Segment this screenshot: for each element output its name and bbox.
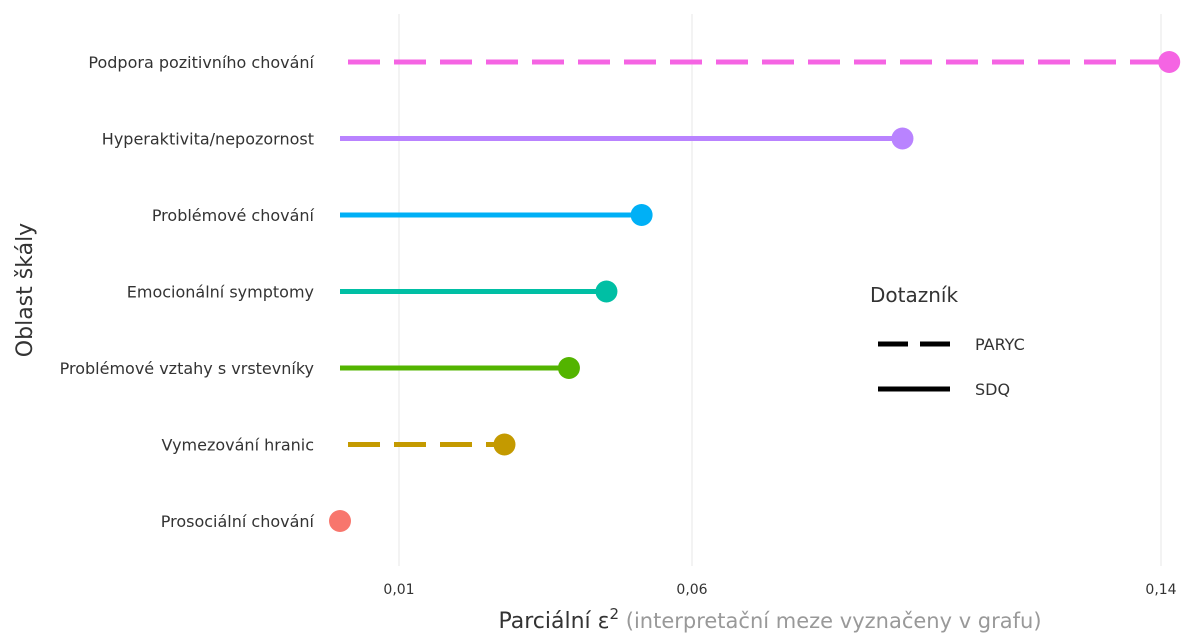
lollipop-stems — [340, 59, 1170, 447]
lollipop-points — [329, 51, 1181, 532]
point-0 — [1158, 51, 1181, 73]
x-axis-title-sub: (interpretační meze vyznačeny v grafu) — [619, 609, 1041, 633]
point-3 — [595, 280, 618, 303]
point-6 — [329, 510, 351, 532]
point-1 — [891, 127, 914, 150]
point-5 — [493, 433, 516, 456]
x-axis-title-main: Parciální ε — [498, 609, 609, 634]
x-axis-title-sup: 2 — [610, 605, 620, 623]
x-tick-labels: 0,01 0,06 0,14 — [383, 582, 1176, 598]
category-label-2: Problémové chování — [152, 206, 315, 225]
category-label-5: Vymezování hranic — [162, 436, 314, 455]
point-4 — [557, 357, 580, 379]
point-2 — [630, 204, 653, 226]
category-label-4: Problémové vztahy s vrstevníky — [60, 359, 314, 378]
category-label-3: Emocionální symptomy — [127, 283, 314, 302]
category-label-1: Hyperaktivita/nepozornost — [102, 130, 314, 149]
legend-label-paryc: PARYC — [975, 335, 1025, 354]
x-tick-label-1: 0,06 — [676, 582, 707, 598]
x-axis-title: Parciální ε2 (interpretační meze vyznače… — [498, 605, 1041, 634]
legend: Dotazník PARYC SDQ — [870, 283, 1025, 399]
legend-label-sdq: SDQ — [975, 380, 1010, 399]
x-tick-label-0: 0,01 — [383, 582, 414, 598]
category-label-0: Podpora pozitivního chování — [88, 53, 314, 72]
category-label-6: Prosociální chování — [161, 512, 315, 531]
legend-title: Dotazník — [870, 283, 958, 307]
x-tick-label-2: 0,14 — [1145, 582, 1176, 598]
category-labels: Podpora pozitivního chování Hyperaktivita… — [60, 53, 315, 531]
y-axis-title: Oblast škály — [13, 223, 38, 357]
